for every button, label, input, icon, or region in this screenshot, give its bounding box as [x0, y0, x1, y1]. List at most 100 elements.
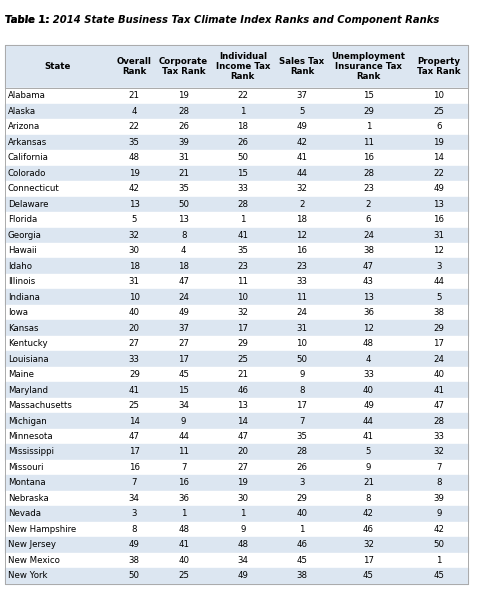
Text: 32: 32: [237, 308, 248, 317]
Text: 14: 14: [433, 154, 444, 163]
Text: 33: 33: [363, 370, 374, 379]
Text: 35: 35: [296, 432, 308, 441]
Text: 1: 1: [240, 107, 246, 116]
Text: 12: 12: [296, 231, 308, 240]
Text: Michigan: Michigan: [8, 416, 47, 425]
Text: Alabama: Alabama: [8, 91, 46, 100]
Text: 34: 34: [129, 494, 140, 503]
Text: Unemployment
Insurance Tax
Rank: Unemployment Insurance Tax Rank: [331, 52, 406, 81]
Text: 2: 2: [299, 200, 305, 209]
Text: 29: 29: [237, 339, 248, 348]
Text: 44: 44: [433, 277, 444, 286]
Text: 10: 10: [237, 293, 248, 302]
Text: Arizona: Arizona: [8, 122, 40, 131]
Text: 1: 1: [436, 556, 442, 565]
Text: 13: 13: [363, 293, 374, 302]
Text: 5: 5: [132, 215, 137, 224]
Text: Missouri: Missouri: [8, 463, 43, 472]
Text: 31: 31: [433, 231, 444, 240]
Text: 47: 47: [363, 262, 374, 271]
Text: 49: 49: [363, 401, 374, 410]
Text: 8: 8: [436, 478, 442, 487]
Text: 13: 13: [237, 401, 248, 410]
Text: 16: 16: [178, 478, 189, 487]
Text: 4: 4: [366, 355, 371, 364]
Text: 21: 21: [129, 91, 140, 100]
Text: 42: 42: [363, 509, 374, 518]
Text: 1: 1: [181, 509, 186, 518]
Text: 20: 20: [129, 323, 140, 332]
Text: 9: 9: [240, 525, 246, 534]
Text: 29: 29: [363, 107, 374, 116]
Text: 41: 41: [296, 154, 308, 163]
Text: 24: 24: [363, 231, 374, 240]
Text: 40: 40: [129, 308, 140, 317]
Text: 19: 19: [129, 169, 140, 178]
Text: 35: 35: [129, 138, 140, 147]
Text: 14: 14: [237, 416, 248, 425]
Text: Montana: Montana: [8, 478, 45, 487]
Text: 5: 5: [436, 293, 442, 302]
Text: Louisiana: Louisiana: [8, 355, 48, 364]
Text: 16: 16: [296, 246, 308, 255]
Text: 1: 1: [366, 122, 371, 131]
Text: 11: 11: [237, 277, 248, 286]
Text: 47: 47: [129, 432, 140, 441]
Text: 5: 5: [366, 448, 371, 457]
Text: 13: 13: [129, 200, 140, 209]
Text: 21: 21: [363, 478, 374, 487]
Text: 9: 9: [181, 416, 186, 425]
Text: 48: 48: [178, 525, 189, 534]
Text: 49: 49: [433, 184, 444, 193]
Text: 18: 18: [237, 122, 248, 131]
Text: 14: 14: [129, 416, 140, 425]
Text: 38: 38: [296, 571, 308, 580]
Text: Indiana: Indiana: [8, 293, 40, 302]
Text: New Jersey: New Jersey: [8, 541, 56, 550]
Text: 49: 49: [237, 571, 248, 580]
Text: 10: 10: [129, 293, 140, 302]
Text: 1: 1: [299, 525, 305, 534]
Text: 41: 41: [363, 432, 374, 441]
Text: Illinois: Illinois: [8, 277, 35, 286]
Text: 46: 46: [296, 541, 308, 550]
Text: 16: 16: [129, 463, 140, 472]
Text: 28: 28: [237, 200, 248, 209]
Text: 35: 35: [178, 184, 189, 193]
Text: 44: 44: [363, 416, 374, 425]
Text: New Mexico: New Mexico: [8, 556, 60, 565]
Text: 30: 30: [129, 246, 140, 255]
Text: Nevada: Nevada: [8, 509, 41, 518]
Text: 19: 19: [433, 138, 444, 147]
Text: 28: 28: [296, 448, 308, 457]
Text: 50: 50: [129, 571, 140, 580]
Text: 49: 49: [296, 122, 308, 131]
Text: 49: 49: [129, 541, 140, 550]
Text: 47: 47: [433, 401, 444, 410]
Text: 31: 31: [129, 277, 140, 286]
Text: 48: 48: [363, 339, 374, 348]
Text: 41: 41: [178, 541, 189, 550]
Text: 1: 1: [240, 509, 246, 518]
Text: Individual
Income Tax
Rank: Individual Income Tax Rank: [215, 52, 270, 81]
Text: 42: 42: [129, 184, 140, 193]
Text: 17: 17: [178, 355, 189, 364]
Text: 29: 29: [296, 494, 308, 503]
Text: Alaska: Alaska: [8, 107, 36, 116]
Text: Arkansas: Arkansas: [8, 138, 47, 147]
Text: 13: 13: [433, 200, 444, 209]
Text: 17: 17: [237, 323, 248, 332]
Text: 30: 30: [237, 494, 248, 503]
Text: 33: 33: [296, 277, 308, 286]
Text: 29: 29: [433, 323, 444, 332]
Text: 50: 50: [178, 200, 189, 209]
Text: Iowa: Iowa: [8, 308, 28, 317]
Text: 11: 11: [178, 448, 189, 457]
Text: 41: 41: [237, 231, 248, 240]
Text: 11: 11: [296, 293, 308, 302]
Text: 23: 23: [363, 184, 374, 193]
Text: Kentucky: Kentucky: [8, 339, 47, 348]
Text: 32: 32: [433, 448, 444, 457]
Text: 49: 49: [178, 308, 189, 317]
Text: 17: 17: [129, 448, 140, 457]
